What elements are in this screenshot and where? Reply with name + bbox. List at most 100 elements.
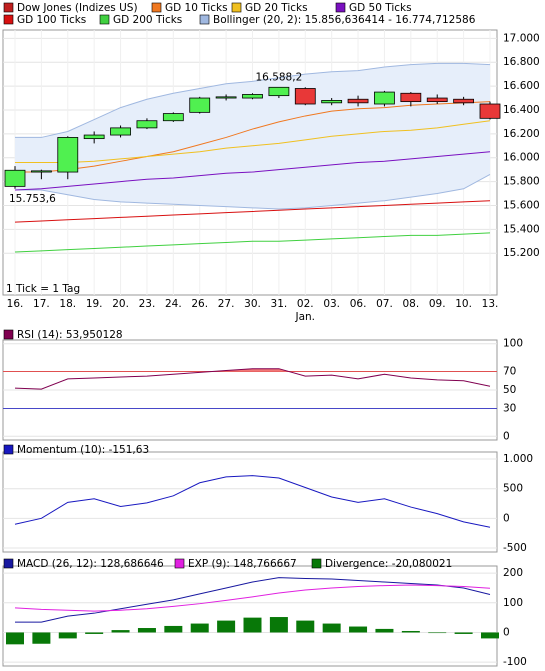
x-tick-label: 27. <box>218 298 235 310</box>
x-tick-label: 13. <box>482 298 499 310</box>
legend-swatch <box>3 2 14 13</box>
y-tick-label: 16.200 <box>503 128 540 140</box>
x-group-label: Jan. <box>295 311 316 323</box>
legend-label: Bollinger (20, 2): 15.856,636414 - 16.77… <box>213 14 476 26</box>
legend-swatch <box>231 2 242 13</box>
indicator-line <box>15 577 491 623</box>
x-tick-label: 30. <box>244 298 261 310</box>
y-tick-label: 50 <box>503 384 516 396</box>
legend-swatch <box>335 2 346 13</box>
legend-swatch <box>3 14 14 25</box>
high-annotation: 16.588,2 <box>256 71 303 83</box>
legend-swatch <box>311 558 322 569</box>
x-tick-label: 08. <box>402 298 419 310</box>
legend-label: Momentum (10): -151,63 <box>17 444 149 456</box>
legend-label: Dow Jones (Indizes US) <box>17 2 138 14</box>
legend-label: GD 50 Ticks <box>349 2 412 14</box>
legend-label: RSI (14): 53,950128 <box>17 329 123 341</box>
candle-body <box>453 98 475 104</box>
x-tick-label: 09. <box>429 298 446 310</box>
legend-swatch <box>3 329 14 340</box>
x-tick-label: 17. <box>33 298 50 310</box>
y-tick-label: 16.000 <box>503 152 540 164</box>
note: 1 Tick = 1 Tag <box>6 283 80 295</box>
divergence-bar <box>296 620 315 633</box>
y-tick-label: 17.000 <box>503 32 540 44</box>
plot-frame <box>2 451 498 553</box>
candle-body <box>110 127 131 136</box>
x-tick-label: 16. <box>7 298 24 310</box>
legend-label: GD 10 Ticks <box>165 2 228 14</box>
moving-average <box>15 120 491 163</box>
y-tick-label: 200 <box>503 567 523 579</box>
divergence-bar <box>6 632 24 645</box>
legend-label: GD 200 Ticks <box>113 14 182 26</box>
legend-swatch <box>3 558 14 569</box>
x-tick-label: 10. <box>455 298 472 310</box>
x-tick-label: 06. <box>350 298 367 310</box>
divergence-bar <box>217 620 236 633</box>
candle-body <box>30 170 52 173</box>
candle-body <box>374 91 395 105</box>
y-tick-label: 15.200 <box>503 247 540 259</box>
moving-average <box>14 232 491 253</box>
y-tick-label: 0 <box>503 626 510 638</box>
overbought-fill <box>15 368 490 372</box>
divergence-bar <box>349 626 368 633</box>
y-tick-label: 0 <box>503 512 510 524</box>
legend-label: GD 100 Ticks <box>17 14 86 26</box>
legend-label: EXP (9): 148,766667 <box>188 558 297 570</box>
candle-body <box>347 98 369 104</box>
legend-label: GD 20 Ticks <box>245 2 308 14</box>
legend-label: Divergence: -20,080021 <box>325 558 452 570</box>
divergence-bar <box>85 632 104 634</box>
y-tick-label: 70 <box>503 365 516 377</box>
divergence-bar <box>401 630 420 633</box>
y-tick-label: 1.000 <box>503 453 533 465</box>
bollinger-lower <box>15 173 491 210</box>
candle-body <box>189 97 211 113</box>
bollinger-band <box>15 63 490 210</box>
legend-swatch <box>151 2 162 13</box>
divergence-bar <box>375 628 394 633</box>
divergence-bar <box>269 617 288 633</box>
x-tick-label: 02. <box>297 298 314 310</box>
legend-swatch <box>3 444 14 455</box>
y-tick-label: 16.800 <box>503 56 540 68</box>
candle-body <box>83 134 105 140</box>
plot-frame <box>2 565 498 667</box>
y-tick-label: 15.400 <box>503 223 540 235</box>
divergence-bar <box>190 623 209 633</box>
candle-body <box>268 86 290 97</box>
candle-body <box>4 169 26 187</box>
legend-label: MACD (26, 12): 128,686646 <box>17 558 164 570</box>
legend-swatch <box>199 14 210 25</box>
x-tick-label: 18. <box>59 298 76 310</box>
divergence-bar <box>111 630 130 633</box>
indicator-line <box>14 475 491 528</box>
y-tick-label: 16.600 <box>503 80 540 92</box>
x-tick-label: 23. <box>139 298 156 310</box>
divergence-bar <box>58 632 77 639</box>
x-tick-label: 07. <box>376 298 393 310</box>
y-tick-label: 16.400 <box>503 104 540 116</box>
y-tick-label: 0 <box>503 430 510 442</box>
x-tick-label: 26. <box>191 298 208 310</box>
y-tick-label: 500 <box>503 483 523 495</box>
x-tick-label: 03. <box>323 298 340 310</box>
candle-body <box>400 92 422 103</box>
divergence-bar <box>164 625 183 633</box>
candle-body <box>242 94 263 99</box>
divergence-bar <box>137 628 156 633</box>
x-tick-label: 24. <box>165 298 182 310</box>
indicator-line <box>14 584 491 612</box>
candle-body <box>215 96 237 99</box>
legend-swatch <box>174 558 185 569</box>
indicator-line <box>14 368 491 390</box>
candle-body <box>136 120 158 129</box>
candle-body <box>479 103 501 119</box>
divergence-bar <box>454 632 473 634</box>
divergence-bar <box>322 623 341 633</box>
bollinger-upper <box>15 62 491 138</box>
